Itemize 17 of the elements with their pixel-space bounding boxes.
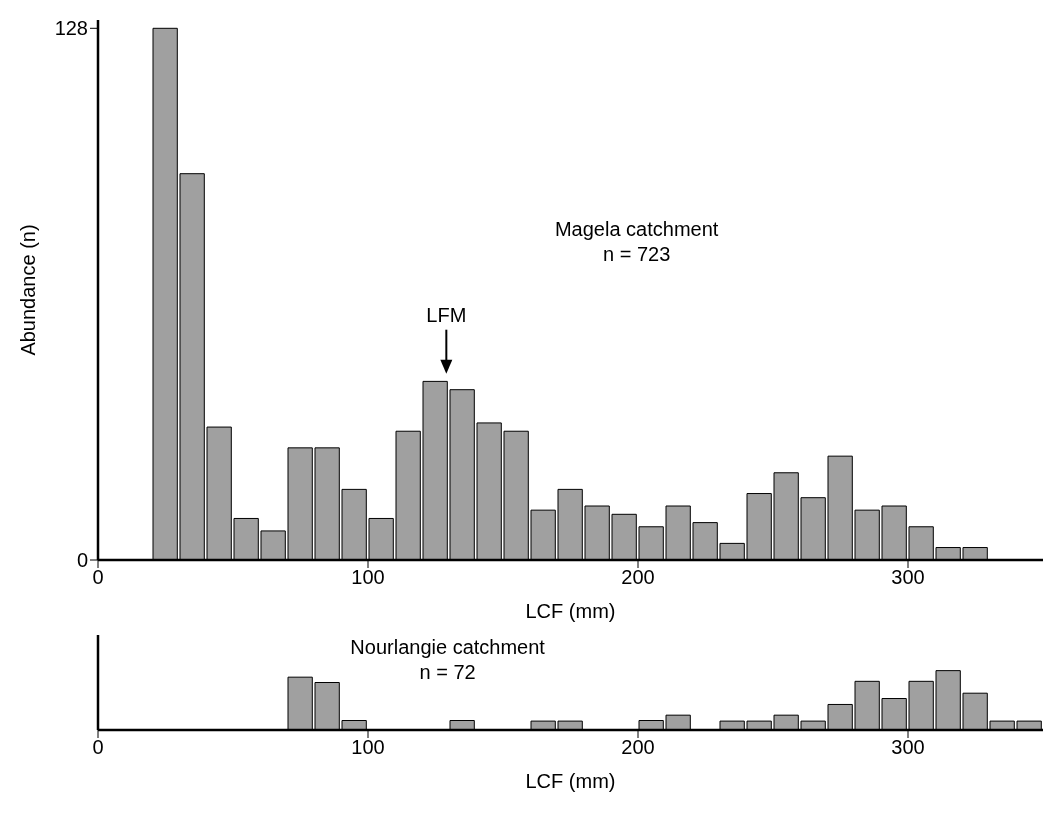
x-tick-label: 300 xyxy=(891,736,925,759)
y-tick-label: 128 xyxy=(54,17,88,40)
x-tick-label: 100 xyxy=(351,736,385,759)
x-axis-title: LCF (mm) xyxy=(525,770,616,792)
x-tick-label: 0 xyxy=(92,566,104,589)
x-tick-label: 200 xyxy=(621,566,655,589)
x-tick-label: 200 xyxy=(621,736,655,759)
y-axis-title: Abundance (n) xyxy=(17,224,40,356)
annotation: n = 723 xyxy=(603,243,671,265)
x-axis-title: LCF (mm) xyxy=(525,600,616,622)
annotation: n = 72 xyxy=(419,661,476,683)
x-tick-label: 0 xyxy=(92,736,104,759)
annotation: LFM xyxy=(426,303,467,326)
text: Nourlangie catchment xyxy=(350,636,546,658)
x-tick-label: 300 xyxy=(891,566,925,589)
annotation: Magela catchment xyxy=(554,218,719,240)
x-tick-label: 100 xyxy=(351,566,385,589)
